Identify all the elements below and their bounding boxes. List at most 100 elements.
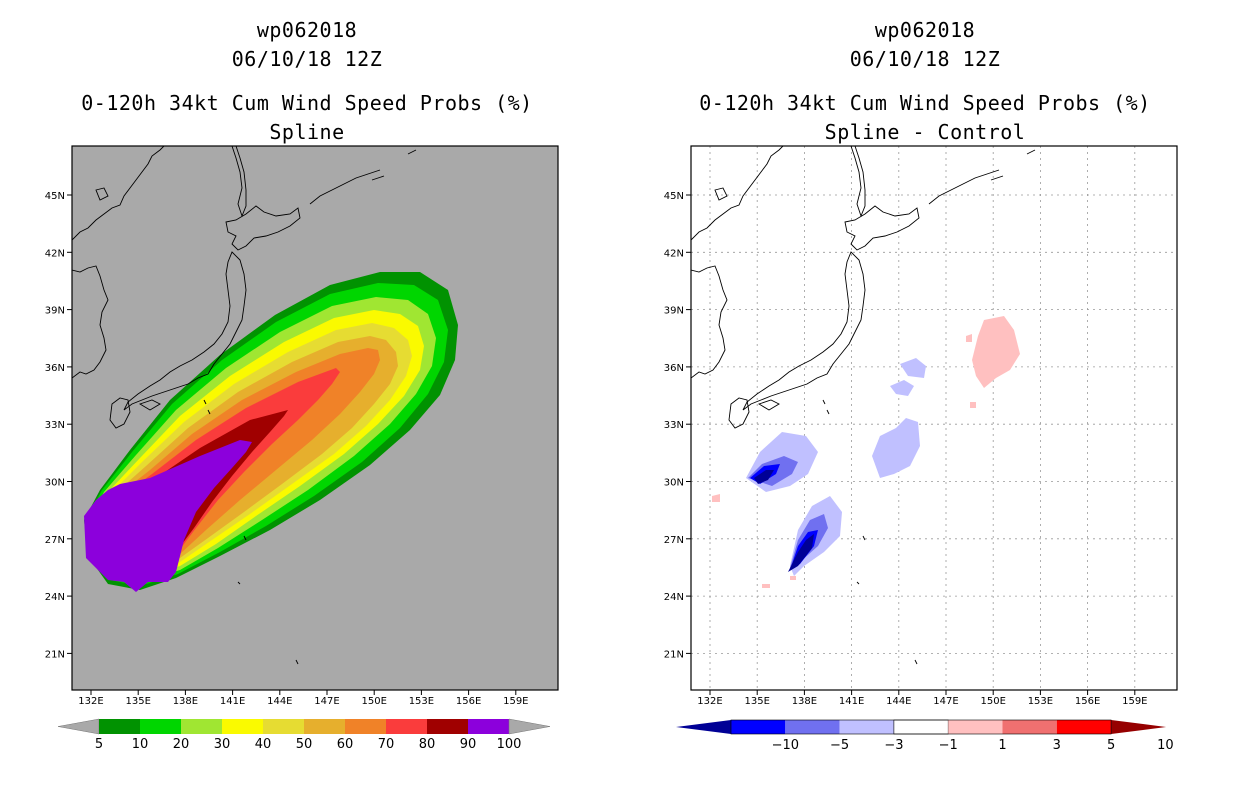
lon-label: 147E — [933, 696, 958, 707]
diff-plus1-area-e — [762, 584, 770, 588]
lon-label: 150E — [361, 696, 386, 707]
lon-label: 153E — [1028, 696, 1053, 707]
lat-label: 24N — [664, 592, 684, 603]
right-axis-ticks: 45N 42N 39N 36N 33N 30N 27N 24N 21N 132E 135E 138E 1… — [664, 191, 1148, 707]
right-map-background — [691, 146, 1177, 690]
lon-label: 156E — [456, 696, 481, 707]
lon-label: 132E — [697, 696, 722, 707]
right-gridlines — [691, 146, 1177, 690]
right-title-datetime: 06/10/18 12Z — [849, 47, 1001, 71]
lat-label: 33N — [45, 420, 65, 431]
colorbar-label: 60 — [337, 737, 354, 752]
lon-label: 135E — [744, 696, 769, 707]
colorbar-outline — [730, 719, 1112, 735]
colorbar-label: 90 — [460, 737, 477, 752]
diff-minus10-area-a — [754, 470, 774, 484]
right-title-method: Spline - Control — [824, 120, 1026, 144]
left-title-datetime: 06/10/18 12Z — [231, 47, 383, 71]
colorbar-swatch — [345, 719, 386, 734]
left-colorbar: 5 10 20 30 40 50 60 70 80 90 100 — [57, 718, 551, 752]
lon-label: 141E — [220, 696, 245, 707]
colorbar-label: 5 — [95, 737, 103, 752]
lat-label: 21N — [664, 649, 684, 660]
lat-label: 30N — [664, 478, 684, 489]
right-title-product: 0-120h 34kt Cum Wind Speed Probs (%) — [699, 91, 1151, 115]
colorbar-swatch — [140, 719, 181, 734]
lon-label: 144E — [267, 696, 292, 707]
right-map-frame — [690, 145, 1178, 691]
colorbar-label: 100 — [497, 737, 522, 752]
colorbar-swatch — [731, 720, 786, 734]
left-title-product: 0-120h 34kt Cum Wind Speed Probs (%) — [81, 91, 533, 115]
lon-label: 135E — [125, 696, 150, 707]
colorbar-swatch — [785, 720, 840, 734]
left-probability-contours — [84, 272, 458, 592]
lon-label: 132E — [78, 696, 103, 707]
lon-label: 147E — [314, 696, 339, 707]
diff-minus1-area-e — [890, 380, 914, 396]
colorbar-swatch — [386, 719, 427, 734]
diff-plus1-area-c — [970, 402, 976, 408]
right-map-panel: 45N 42N 39N 36N 33N 30N 27N 24N 21N 132E 135E 138E 1… — [664, 145, 1178, 707]
right-title-storm-id: wp062018 — [874, 18, 976, 42]
lat-label: 45N — [664, 191, 684, 202]
lat-label: 27N — [664, 535, 684, 546]
colorbar-swatch — [1002, 720, 1057, 734]
lon-label: 150E — [980, 696, 1005, 707]
colorbar-swatch — [427, 719, 468, 734]
colorbar-label: 3 — [1053, 738, 1061, 753]
lat-label: 30N — [45, 478, 65, 489]
lon-label: 141E — [839, 696, 864, 707]
lon-label: 144E — [886, 696, 911, 707]
right-colorbar: −10 −5 −3 −1 1 3 5 10 — [676, 719, 1174, 753]
lat-label: 33N — [664, 420, 684, 431]
colorbar-label: 10 — [1157, 738, 1174, 753]
left-title-storm-id: wp062018 — [256, 18, 358, 42]
colorbar-label: 20 — [173, 737, 190, 752]
colorbar-label: 30 — [214, 737, 231, 752]
lon-label: 159E — [1122, 696, 1147, 707]
lat-label: 24N — [45, 592, 65, 603]
diff-minus1-area-d — [900, 358, 926, 378]
contour-90 — [84, 440, 252, 592]
lat-label: 36N — [664, 363, 684, 374]
lon-label: 159E — [503, 696, 528, 707]
colorbar-label: 40 — [255, 737, 272, 752]
lon-label: 153E — [409, 696, 434, 707]
colorbar-label: −3 — [884, 738, 903, 753]
lat-label: 21N — [45, 649, 65, 660]
colorbar-label: 10 — [132, 737, 149, 752]
lat-label: 36N — [45, 363, 65, 374]
lat-label: 39N — [664, 306, 684, 317]
colorbar-swatch — [839, 720, 894, 734]
colorbar-low-arrow — [57, 718, 100, 735]
colorbar-label: −10 — [772, 738, 799, 753]
diff-plus1-area-f — [790, 576, 796, 580]
colorbar-swatch — [99, 719, 140, 734]
lon-label: 138E — [792, 696, 817, 707]
colorbar-label: 5 — [1107, 738, 1115, 753]
diff-plus1-area-a — [972, 316, 1020, 388]
colorbar-low-arrow — [676, 720, 731, 734]
colorbar-swatch — [263, 719, 304, 734]
colorbar-swatch — [948, 720, 1003, 734]
colorbar-label: 1 — [998, 738, 1006, 753]
colorbar-swatch — [468, 719, 509, 734]
lat-label: 42N — [664, 248, 684, 259]
colorbar-swatch — [304, 719, 345, 734]
colorbar-high-arrow — [508, 718, 551, 735]
lat-label: 39N — [45, 306, 65, 317]
diff-minus10-area-b — [788, 534, 814, 572]
diff-minus1-area-c — [872, 418, 920, 478]
lat-label: 27N — [45, 535, 65, 546]
colorbar-label: 80 — [419, 737, 436, 752]
left-map-panel: 45N 42N 39N 36N 33N 30N 27N 24N 21N 132E 135E 138E 1… — [45, 145, 559, 707]
colorbar-high-arrow — [1111, 720, 1167, 734]
colorbar-swatch — [893, 719, 949, 735]
colorbar-label: −5 — [830, 738, 849, 753]
lon-label: 138E — [173, 696, 198, 707]
left-axis-ticks: 45N 42N 39N 36N 33N 30N 27N 24N 21N 132E 135E 138E 1… — [45, 191, 529, 707]
lat-label: 45N — [45, 191, 65, 202]
lat-label: 42N — [45, 248, 65, 259]
